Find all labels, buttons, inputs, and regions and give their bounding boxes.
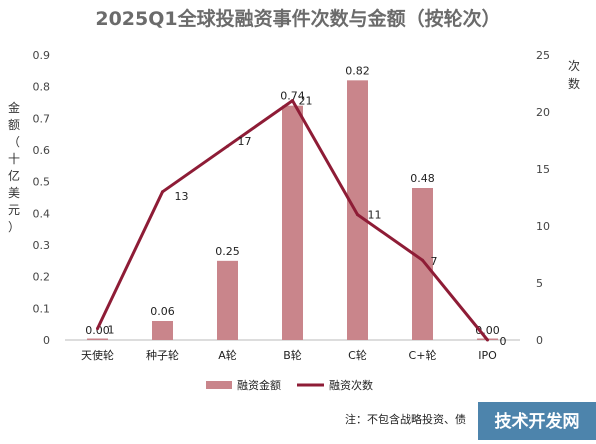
left-axis-title-char: 元 — [8, 203, 20, 217]
bar-data-labels: 0.000.060.250.740.820.480.00 — [85, 64, 500, 337]
category-label: 种子轮 — [146, 348, 179, 362]
category-label: C轮 — [348, 348, 367, 362]
bar — [217, 260, 238, 340]
line-value-label: 13 — [175, 190, 189, 203]
right-tick-label: 15 — [536, 163, 550, 176]
left-tick-label: 0.3 — [33, 239, 51, 252]
line-value-label: 21 — [299, 95, 313, 108]
left-tick-label: 0.4 — [33, 207, 51, 220]
line-value-label: 0 — [500, 335, 507, 348]
bar — [87, 338, 108, 340]
left-axis-title-char: 金 — [8, 100, 20, 115]
bar-value-label: 0.06 — [150, 305, 175, 318]
line-point — [96, 327, 99, 331]
left-tick-label: 0 — [43, 334, 50, 347]
right-tick-label: 0 — [536, 334, 543, 347]
category-label: 天使轮 — [81, 348, 114, 362]
bar-value-label: 0.74 — [280, 90, 305, 103]
category-labels: 天使轮 种子轮 A轮 B轮 C轮 C+轮 IPO — [81, 348, 497, 362]
left-axis-title-char: 额 — [8, 118, 20, 132]
line-point — [161, 190, 164, 194]
line-data-labels: 1 13 17 21 11 7 0 — [108, 95, 507, 348]
left-tick-label: 0.8 — [33, 81, 51, 94]
bar — [412, 188, 433, 340]
left-axis-title-char: 亿 — [8, 168, 20, 183]
category-label: C+轮 — [409, 348, 437, 362]
legend: 融资金额 融资次数 — [206, 378, 373, 392]
right-axis-title-char: 数 — [568, 76, 580, 91]
right-tick-label: 20 — [536, 106, 550, 119]
chart-title: 2025Q1全球投融资事件次数与金额（按轮次） — [95, 7, 500, 30]
left-tick-label: 0.5 — [33, 176, 51, 189]
left-tick-label: 0.2 — [33, 271, 51, 284]
line-value-label: 11 — [368, 209, 382, 222]
left-tick-label: 0.7 — [33, 112, 51, 125]
right-axis-title: 次数 — [568, 59, 580, 91]
left-axis-title-char: ） — [8, 220, 20, 234]
bar — [347, 80, 368, 340]
legend-bar-label: 融资金额 — [237, 378, 281, 392]
line-point — [356, 213, 359, 217]
line-point — [421, 258, 424, 262]
left-tick-label: 0.9 — [33, 49, 51, 62]
line-point — [486, 338, 489, 342]
line-point — [291, 99, 294, 103]
bar-value-label: 0.48 — [410, 172, 435, 185]
line-value-label: 7 — [431, 255, 438, 268]
left-axis-ticks: 0 0.1 0.2 0.3 0.4 0.5 0.6 0.7 0.8 0.9 — [33, 49, 51, 347]
category-label: B轮 — [283, 348, 302, 362]
right-tick-label: 5 — [536, 277, 543, 290]
bar — [282, 105, 303, 341]
left-axis-title-char: 美 — [8, 186, 20, 200]
bar-series — [87, 80, 498, 341]
category-label: A轮 — [218, 348, 237, 362]
right-tick-label: 10 — [536, 220, 550, 233]
right-axis-title-char: 次 — [568, 59, 580, 73]
bar-value-label: 0.82 — [345, 64, 370, 77]
bar — [152, 321, 173, 340]
right-tick-label: 25 — [536, 49, 550, 62]
left-tick-label: 0.6 — [33, 144, 51, 157]
right-axis-ticks: 0 5 10 15 20 25 — [536, 49, 550, 347]
watermark-text: 技术开发网 — [495, 411, 580, 432]
line-point — [226, 144, 229, 148]
line-value-label: 1 — [108, 324, 115, 337]
bar-value-label: 0.00 — [85, 324, 110, 337]
watermark-badge — [478, 402, 596, 440]
left-tick-label: 0.1 — [33, 302, 51, 315]
left-axis-title-char: （ — [8, 135, 20, 149]
line-value-label: 17 — [238, 135, 252, 148]
left-axis-title-char: 十 — [8, 152, 20, 166]
legend-line-label: 融资次数 — [329, 378, 373, 392]
line-series — [96, 99, 489, 342]
bar-value-label: 0.25 — [215, 245, 240, 258]
footnote: 注：不包含战略投资、债 — [345, 412, 466, 426]
legend-bar-swatch — [206, 381, 232, 389]
category-label: IPO — [478, 349, 497, 362]
